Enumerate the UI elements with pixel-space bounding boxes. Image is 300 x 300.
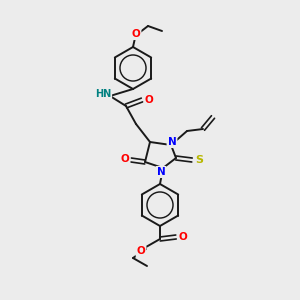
Text: S: S [195, 155, 203, 165]
Text: N: N [168, 137, 176, 147]
Text: O: O [136, 246, 146, 256]
Text: O: O [178, 232, 188, 242]
Text: O: O [121, 154, 129, 164]
Text: O: O [145, 95, 153, 105]
Text: HN: HN [95, 89, 111, 99]
Text: O: O [132, 29, 140, 39]
Text: N: N [157, 167, 165, 177]
